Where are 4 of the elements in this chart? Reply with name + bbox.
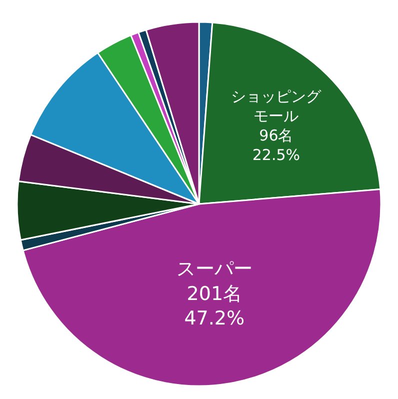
data-label: 201名 47.2% <box>184 282 245 330</box>
slice-label: スーパー <box>176 258 252 280</box>
slice-label: ショッピングモール <box>231 87 322 125</box>
data-label: 96名 22.5% <box>252 126 300 164</box>
